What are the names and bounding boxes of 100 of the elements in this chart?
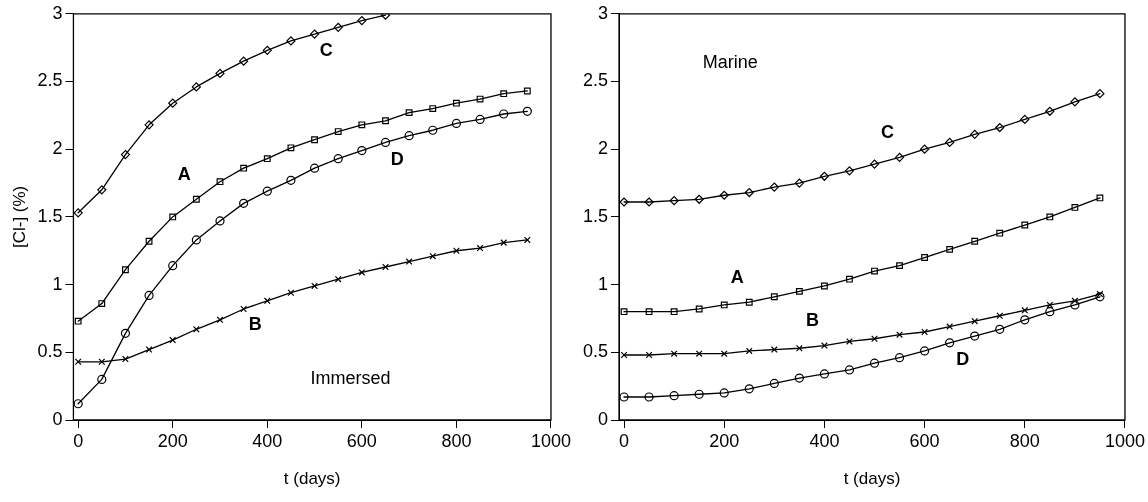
point [795,344,803,352]
point [382,263,389,271]
point [168,261,178,271]
point [405,109,413,117]
point [263,297,271,305]
point [719,190,729,200]
point [382,117,389,125]
point [644,392,654,402]
point [263,155,271,163]
point [451,118,462,129]
series-label: A [730,267,744,288]
point [1070,97,1080,107]
point [1021,306,1029,314]
y-tick-label: 0.5 [37,341,63,362]
point [216,178,224,186]
x-axis-title: t (days) [843,469,901,489]
point [894,152,905,162]
point [744,187,754,198]
point [1095,89,1105,99]
x-tick-label: 0 [619,430,630,451]
point [644,197,654,207]
point [1020,315,1030,325]
point [619,392,629,402]
point [122,266,129,274]
annotation: Marine [702,51,758,72]
y-tick-label: 1.5 [582,205,609,226]
point [333,154,343,164]
point [405,258,413,266]
point [358,268,366,276]
point [1021,221,1029,229]
x-tick-label: 600 [909,430,940,451]
series-label: D [390,148,404,169]
point [1046,213,1054,221]
point [794,373,804,383]
point [476,95,484,103]
x-tick-label: 200 [709,430,740,451]
point [645,308,653,316]
point [770,346,778,354]
point [769,182,779,192]
point [871,335,878,343]
point [1020,114,1030,125]
point [144,120,154,130]
point [695,350,703,358]
x-tick-label: 0 [73,430,84,451]
point [522,106,532,116]
series-label: C [319,40,333,61]
point [995,122,1005,133]
point [311,136,318,144]
point [144,290,154,301]
point [240,164,248,172]
point [844,365,855,375]
point [620,308,628,316]
annotation: Immersed [310,368,391,389]
series-label: D [956,349,970,370]
point [921,328,929,336]
point [216,316,224,324]
point [169,336,177,344]
y-tick-label: 0.5 [582,341,609,362]
x-tick-label: 400 [252,430,283,451]
point [744,384,754,394]
point [287,144,295,152]
point [73,208,83,218]
point [770,293,778,301]
point [970,331,980,341]
point [523,87,531,95]
point [97,185,107,195]
point [97,374,107,384]
point [500,90,508,98]
point [920,346,930,356]
y-tick-label: 2 [52,138,63,159]
point [1071,203,1079,211]
y-tick-label: 2.5 [582,70,609,91]
point [358,121,366,129]
series-label: B [248,313,262,334]
point [429,252,437,260]
x-tick-label: 200 [157,430,188,451]
y-tick-label: 2 [598,138,609,159]
point [869,358,880,368]
point [215,216,225,226]
y-tick-label: 1 [598,273,609,294]
point [122,355,129,363]
point [720,301,728,309]
point [921,254,929,261]
point [311,282,318,290]
point [670,308,678,316]
point [523,236,531,244]
point [192,325,200,333]
point [98,300,106,307]
y-tick-label: 2.5 [37,70,63,91]
point [239,198,249,208]
point [970,129,980,139]
point [1045,106,1055,116]
point [191,82,201,92]
point [333,22,343,32]
point [215,68,225,78]
point [669,196,679,206]
y-tick-label: 3 [598,2,609,23]
point [120,150,131,160]
series-label: C [881,122,895,143]
series-label: A [177,164,191,185]
